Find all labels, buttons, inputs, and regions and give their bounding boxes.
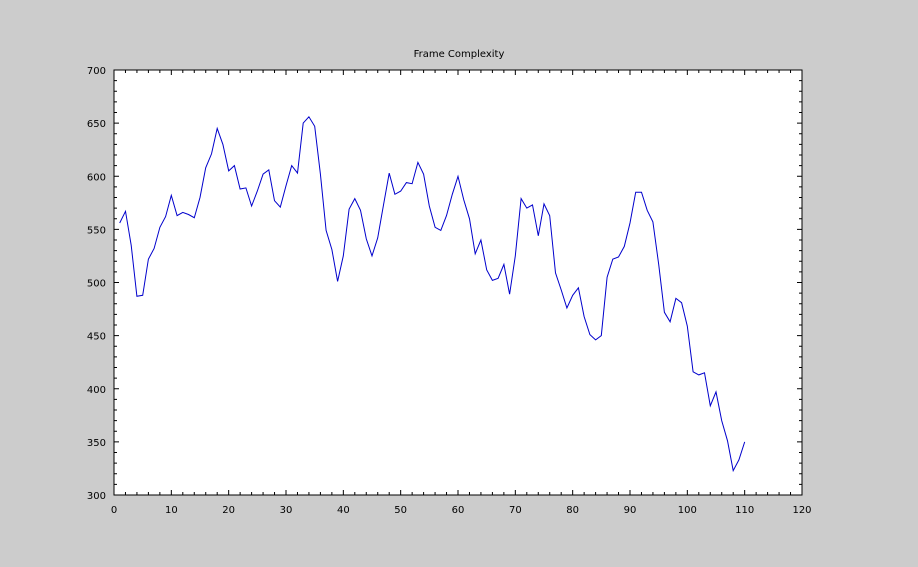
x-tick-label: 80 (566, 505, 579, 516)
x-tick-label: 30 (280, 505, 293, 516)
plot-area (113, 69, 803, 496)
x-tick-label: 110 (735, 505, 754, 516)
x-tick-label: 70 (509, 505, 522, 516)
x-tick-label: 20 (222, 505, 235, 516)
x-tick-label: 120 (792, 505, 811, 516)
x-tick-label: 40 (337, 505, 350, 516)
y-tick-label: 450 (87, 332, 106, 343)
x-tick-label: 60 (452, 505, 465, 516)
series-line (119, 115, 746, 473)
y-tick-label: 500 (87, 279, 106, 290)
x-tick-label: 0 (111, 505, 117, 516)
x-tick-label: 90 (624, 505, 637, 516)
series-layer (119, 115, 746, 473)
y-tick-label: 550 (87, 225, 106, 236)
chart-title: Frame Complexity (414, 49, 505, 60)
x-axis: 0 10 20 30 40 50 60 70 80 90 100 110 120 (111, 70, 812, 516)
y-axis: 300 350 400 450 500 550 600 650 700 (87, 66, 802, 502)
y-tick-label: 400 (87, 385, 106, 396)
y-tick-label: 600 (87, 172, 106, 183)
y-tick-label: 350 (87, 438, 106, 449)
y-tick-label: 700 (87, 66, 106, 77)
x-tick-label: 50 (394, 505, 407, 516)
y-tick-label: 300 (87, 491, 106, 502)
x-tick-label: 100 (678, 505, 697, 516)
y-tick-label: 650 (87, 119, 106, 130)
x-tick-label: 10 (165, 505, 178, 516)
